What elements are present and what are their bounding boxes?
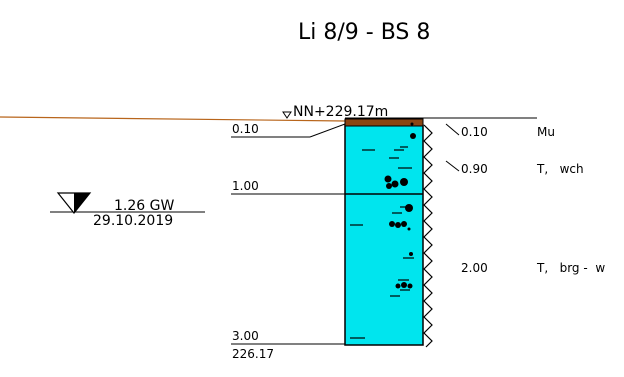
leader-line <box>445 123 460 136</box>
depth-label-left: 0.10 <box>232 122 259 136</box>
depth-label-left: 3.00 <box>232 329 259 343</box>
clay-layer <box>344 124 424 346</box>
layer-description: Mu <box>537 125 555 139</box>
boundary-connector <box>309 123 346 138</box>
groundwater-depth-label: 1.26 GW <box>114 198 174 214</box>
layer-description: T, brg - w <box>536 261 605 275</box>
ground-elevation-label: NN+229.17m <box>293 104 388 120</box>
groundwater-date-label: 29.10.2019 <box>93 213 173 229</box>
clay-dots <box>384 122 416 289</box>
groundwater-icon-fill <box>74 193 90 213</box>
terrain-line <box>0 116 346 122</box>
layer-description: T, wch <box>536 162 584 176</box>
topsoil-layer <box>344 118 424 127</box>
clay-pattern <box>350 146 414 339</box>
bottom-elevation-label: 226.17 <box>232 347 274 361</box>
layer-depth-label: 0.10 <box>461 125 488 139</box>
layer-depth-label: 0.90 <box>461 162 488 176</box>
ground-marker-icon <box>282 111 292 119</box>
depth-label-left: 1.00 <box>232 179 259 193</box>
layer-depth-label: 2.00 <box>461 261 488 275</box>
diagram-title: Li 8/9 - BS 8 <box>298 20 430 45</box>
leader-line <box>445 160 460 172</box>
wavy-line <box>423 124 433 348</box>
